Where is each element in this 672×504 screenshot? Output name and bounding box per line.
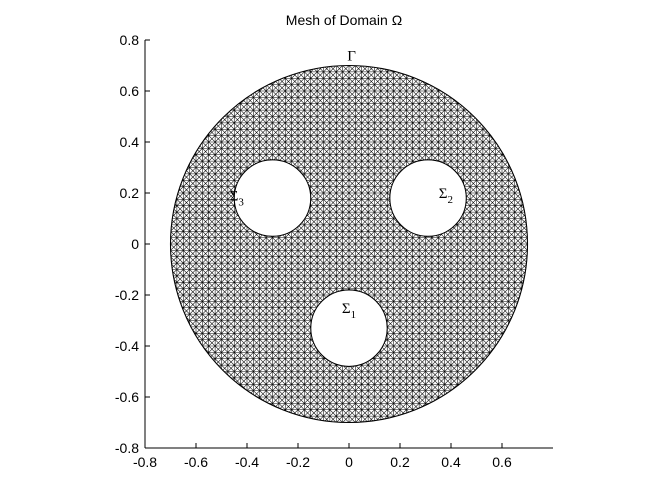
chart-title-text: Mesh of Domain — [286, 12, 388, 28]
annotation-symbol: Σ — [230, 189, 239, 205]
annotation-subscript: 1 — [351, 309, 357, 321]
y-ticks: -0.8 -0.6 -0.4 -0.2 0 0.2 0.4 0.6 0.8 — [115, 32, 150, 456]
mesh-boundaries — [169, 64, 529, 424]
annotation-symbol: Γ — [347, 48, 356, 64]
y-tick-label: 0.2 — [120, 185, 140, 201]
y-tick-label: -0.2 — [115, 287, 139, 303]
x-tick-label: -0.4 — [235, 454, 259, 470]
annotation-subscript: 3 — [238, 197, 244, 209]
x-tick-label: 0.4 — [441, 454, 461, 470]
x-ticks: -0.8 -0.6 -0.4 -0.2 0 0.2 0.4 0.6 — [133, 443, 512, 470]
y-tick-label: 0.6 — [120, 83, 140, 99]
annotation-symbol: Σ — [342, 301, 351, 317]
annotation-sigma-1: Σ1 — [342, 301, 356, 321]
x-tick-label: 0.6 — [492, 454, 512, 470]
mesh-domain — [170, 65, 528, 423]
annotation-symbol: Σ — [439, 186, 448, 202]
y-tick-label: -0.8 — [115, 440, 139, 456]
hole-boundary-sigma-2 — [389, 159, 467, 237]
annotation-sigma-3: Σ3 — [230, 189, 245, 209]
outer-boundary-gamma — [169, 64, 529, 424]
annotation-sigma-2: Σ2 — [439, 186, 453, 206]
chart-title-symbol: Ω — [392, 12, 402, 28]
x-tick-label: 0.2 — [390, 454, 410, 470]
hole-boundary-sigma-1 — [310, 289, 388, 367]
y-tick-label: 0.8 — [120, 32, 140, 48]
x-tick-label: -0.2 — [286, 454, 310, 470]
x-tick-label: 0 — [345, 454, 353, 470]
annotation-gamma: Γ — [347, 48, 356, 64]
hole-boundary-sigma-3 — [233, 159, 312, 237]
x-tick-label: -0.8 — [133, 454, 157, 470]
chart-title: Mesh of Domain Ω — [286, 12, 402, 28]
annotation-subscript: 2 — [448, 194, 454, 206]
x-tick-label: -0.6 — [184, 454, 208, 470]
y-tick-label: 0 — [131, 236, 139, 252]
y-tick-label: -0.4 — [115, 338, 139, 354]
y-tick-label: 0.4 — [120, 134, 140, 150]
y-tick-label: -0.6 — [115, 389, 139, 405]
